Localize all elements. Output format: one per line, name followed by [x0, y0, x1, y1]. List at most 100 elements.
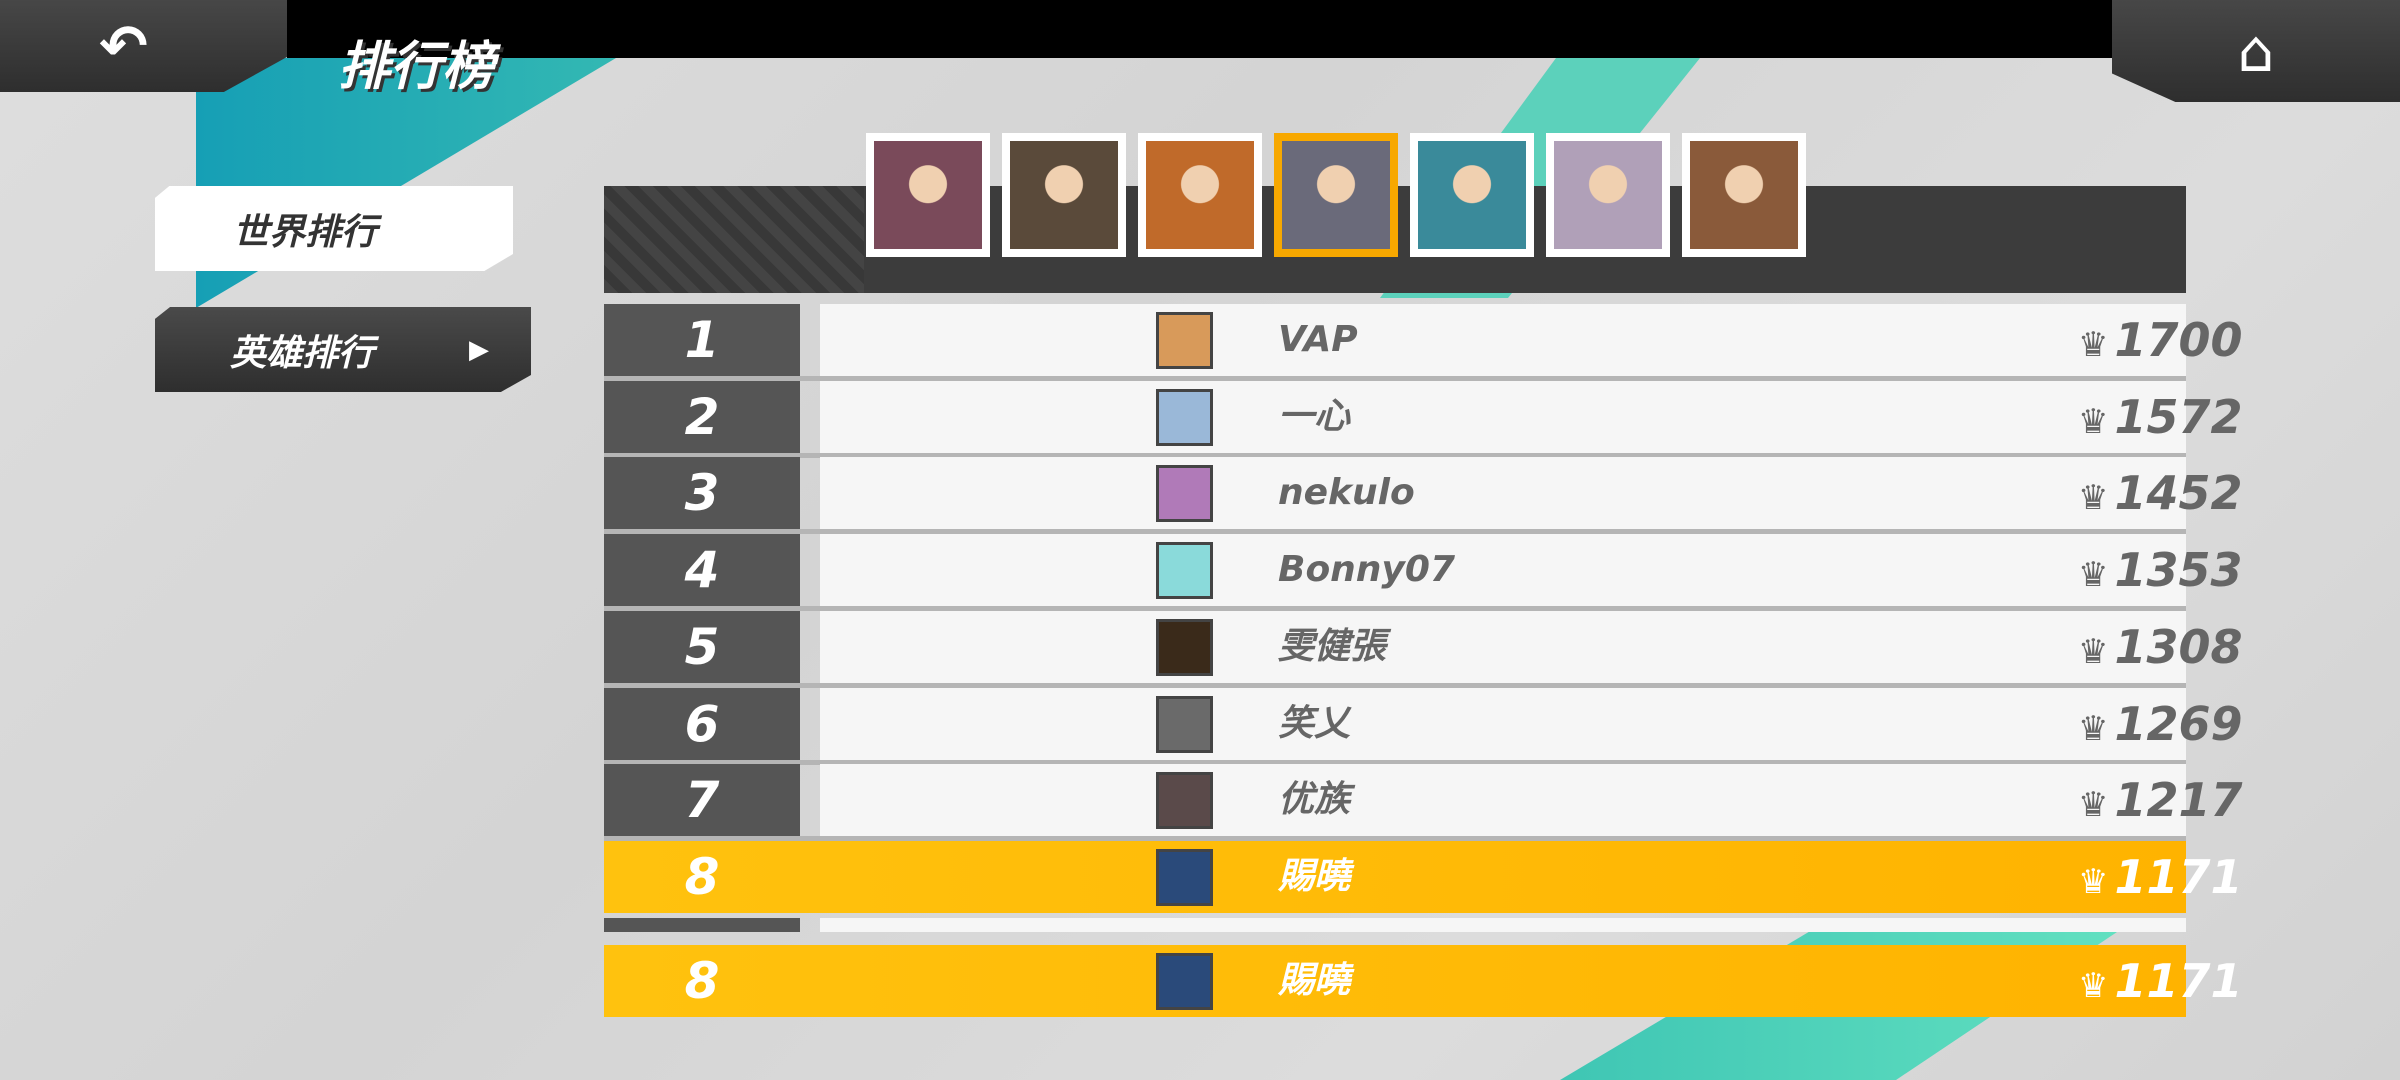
trophy-score: ♛ 1171 [2078, 841, 2243, 918]
row-body: 一心 ♛ 1572 [820, 380, 2243, 453]
back-button[interactable]: ↶ [0, 0, 287, 92]
row-body: nekulo ♛ 1452 [820, 457, 2243, 530]
score-value: 1572 [2114, 389, 2243, 444]
play-arrow-icon: ▶ [469, 334, 489, 365]
player-name: 雯健張 [1278, 625, 1387, 667]
trophy-score: ♛ 1308 [2078, 611, 2243, 688]
row-divider [604, 376, 2186, 381]
hero-image [874, 141, 982, 249]
hero-selector [866, 133, 1806, 257]
table-row[interactable]: 2 一心 ♛ 1572 [604, 380, 2243, 453]
top-bar [287, 0, 2117, 58]
row-body: 雯健張 ♛ 1308 [820, 610, 2243, 683]
score-value: 1217 [2114, 773, 2243, 828]
trophy-icon: ♛ [2078, 785, 2109, 826]
partial-row [604, 918, 2186, 932]
rank-number: 1 [604, 304, 800, 376]
avatar[interactable] [1156, 312, 1213, 369]
rank-number: 4 [604, 534, 800, 607]
hero-portrait[interactable] [1002, 133, 1126, 257]
avatar[interactable] [1156, 388, 1213, 446]
rank-number: 2 [604, 380, 800, 453]
trophy-icon: ♛ [2078, 631, 2109, 672]
hero-image [1690, 141, 1798, 249]
avatar[interactable] [1156, 953, 1213, 1010]
hero-image [1282, 141, 1390, 249]
page-title: 排行榜 [338, 37, 495, 97]
avatar[interactable] [1156, 695, 1213, 753]
score-value: 1308 [2114, 619, 2243, 674]
hero-portrait[interactable] [1274, 133, 1398, 257]
row-body: 优族 ♛ 1217 [820, 764, 2243, 837]
table-row[interactable]: 5 雯健張 ♛ 1308 [604, 610, 2243, 683]
row-divider [604, 529, 2186, 535]
trophy-score: ♛ 1572 [2078, 381, 2243, 458]
hero-portrait[interactable] [1410, 133, 1534, 257]
trophy-score: ♛ 1269 [2078, 688, 2243, 765]
trophy-icon: ♛ [2078, 401, 2109, 442]
player-name: 賜曉 [1278, 855, 1351, 897]
tab-hero-ranking[interactable]: 英雄排行 ▶ [155, 307, 531, 392]
player-name: 笑乂 [1278, 702, 1351, 744]
player-name: nekulo [1278, 472, 1415, 514]
avatar[interactable] [1156, 772, 1213, 830]
score-value: 1353 [2114, 543, 2243, 598]
avatar[interactable] [1156, 618, 1213, 676]
player-name: Bonny07 [1278, 549, 1455, 591]
score-value: 1171 [2114, 849, 2243, 904]
table-row[interactable]: 3 nekulo ♛ 1452 [604, 457, 2243, 530]
row-body: 賜曉 ♛ 1171 [820, 841, 2243, 913]
avatar[interactable] [1156, 848, 1213, 906]
home-icon: ⌂ [2237, 17, 2275, 85]
player-name: 优族 [1278, 779, 1351, 821]
row-divider [604, 682, 2186, 688]
row-body: 賜曉 ♛ 1171 [820, 945, 2243, 1017]
table-row[interactable]: 6 笑乂 ♛ 1269 [604, 687, 2243, 760]
hero-portrait[interactable] [1138, 133, 1262, 257]
row-divider [604, 836, 2186, 842]
trophy-icon: ♛ [2078, 966, 2109, 1006]
tab-world-ranking[interactable]: 世界排行 [155, 186, 513, 271]
hero-portrait[interactable] [1546, 133, 1670, 257]
hero-portrait[interactable] [866, 133, 990, 257]
hero-image [1146, 141, 1254, 249]
score-value: 1171 [2114, 954, 2243, 1008]
trophy-score: ♛ 1452 [2078, 457, 2243, 534]
hero-portrait[interactable] [1682, 133, 1806, 257]
table-row[interactable]: 1 VAP ♛ 1700 [604, 304, 2243, 376]
row-body: Bonny07 ♛ 1353 [820, 534, 2243, 607]
row-body: VAP ♛ 1700 [820, 304, 2243, 376]
trophy-score: ♛ 1700 [2078, 304, 2243, 381]
rank-number: 8 [684, 952, 720, 1010]
rank-number: 6 [604, 687, 800, 760]
rank-number: 7 [604, 764, 800, 837]
undo-arrow-icon: ↶ [99, 12, 148, 80]
row-body: 笑乂 ♛ 1269 [820, 687, 2243, 760]
tab-label: 英雄排行 [230, 332, 375, 374]
trophy-score: ♛ 1217 [2078, 764, 2243, 841]
score-value: 1269 [2114, 696, 2243, 751]
player-name: 賜曉 [1278, 960, 1351, 1001]
player-name: 一心 [1278, 395, 1351, 437]
avatar[interactable] [1156, 542, 1213, 600]
score-value: 1700 [2114, 313, 2243, 367]
trophy-icon: ♛ [2078, 555, 2109, 596]
header-pattern [604, 186, 864, 293]
rank-number: 3 [604, 457, 800, 530]
self-rank-row[interactable]: 8 賜曉 ♛ 1171 [604, 945, 2243, 1017]
row-divider [604, 606, 2186, 612]
player-name: VAP [1278, 319, 1358, 360]
avatar[interactable] [1156, 465, 1213, 523]
table-row[interactable]: 7 优族 ♛ 1217 [604, 764, 2243, 837]
rank-number: 5 [604, 610, 800, 683]
trophy-score: ♛ 1353 [2078, 534, 2243, 611]
trophy-icon: ♛ [2078, 478, 2109, 519]
score-value: 1452 [2114, 466, 2243, 521]
rank-number: 8 [684, 847, 720, 906]
table-row[interactable]: 4 Bonny07 ♛ 1353 [604, 534, 2243, 607]
hero-image [1010, 141, 1118, 249]
self-rank-row[interactable]: 8 賜曉 ♛ 1171 [604, 840, 2243, 913]
hero-image [1418, 141, 1526, 249]
home-button[interactable]: ⌂ [2112, 0, 2400, 102]
trophy-score: ♛ 1171 [2078, 945, 2243, 1022]
